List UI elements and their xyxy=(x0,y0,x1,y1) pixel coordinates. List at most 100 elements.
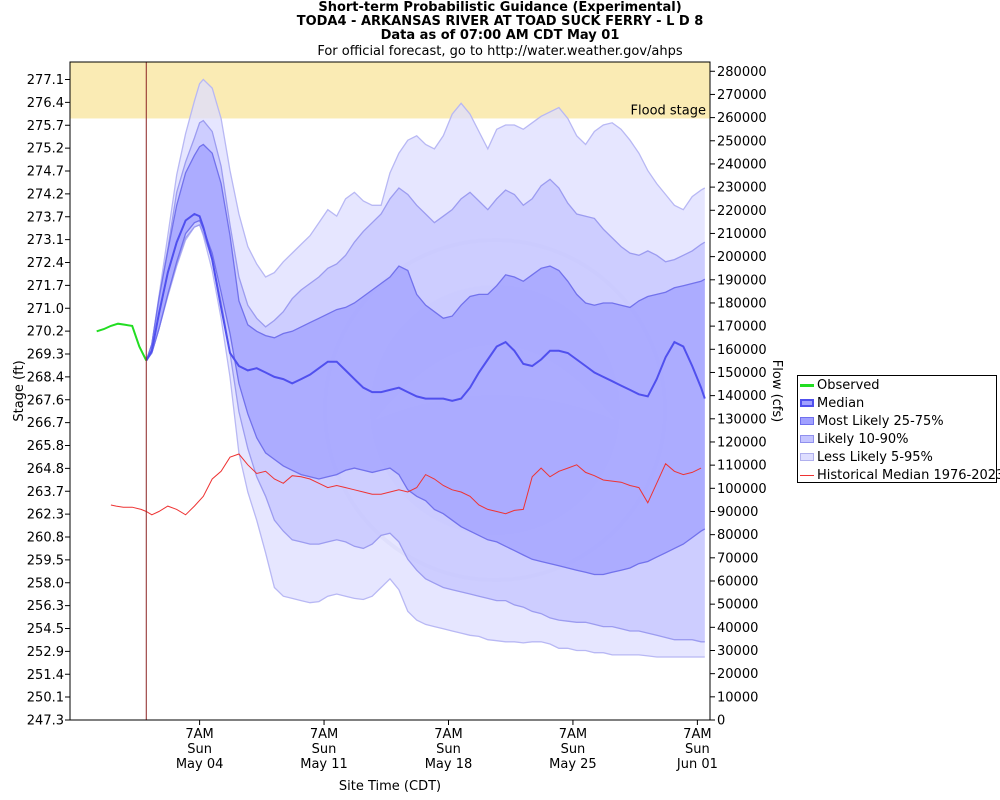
x-tick-label: Sun xyxy=(685,742,710,757)
y-axis-left-label: Stage (ft) xyxy=(12,360,27,421)
x-tick-label: 7AM xyxy=(185,727,213,742)
axes-layer: 247.3 250.1 251.4 252.9 254.5 256.3 258.0 259.5… xyxy=(27,61,767,772)
y-right-tick-label: 100000 xyxy=(717,482,767,497)
y-left-tick-label: 250.1 xyxy=(27,691,64,706)
forecast-bands-layer xyxy=(145,78,706,658)
band-most-likely-25-75--upper-edge xyxy=(145,143,706,361)
y-right-tick-label: 130000 xyxy=(717,412,767,427)
legend-item: Less Likely 5-95% xyxy=(798,449,998,467)
y-right-tick-label: 240000 xyxy=(717,157,767,172)
y-right-tick-label: 160000 xyxy=(717,343,767,358)
y-right-tick-label: 120000 xyxy=(717,435,767,450)
y-right-tick-label: 40000 xyxy=(717,621,758,636)
y-left-tick-label: 275.2 xyxy=(27,142,64,157)
data-timestamp: Data as of 07:00 AM CDT May 01 xyxy=(380,28,620,43)
y-left-tick-label: 258.0 xyxy=(27,576,64,591)
y-left-tick-label: 254.5 xyxy=(27,622,64,637)
y-right-tick-label: 190000 xyxy=(717,273,767,288)
legend-label: Historical Median 1976-2023 xyxy=(817,468,1000,483)
legend-item: Most Likely 25-75% xyxy=(798,413,998,431)
official-forecast-note: For official forecast, go to http://wate… xyxy=(317,44,683,59)
y-right-tick-label: 280000 xyxy=(717,65,767,80)
chart-legend: Observed Median Most Likely 25-75% Likely 1… xyxy=(797,375,1000,485)
y-left-tick-label: 271.7 xyxy=(27,279,64,294)
y-left-tick-label: 273.1 xyxy=(27,233,64,248)
y-right-tick-label: 50000 xyxy=(717,598,758,613)
x-tick-label: 7AM xyxy=(434,727,462,742)
legend-item: Median xyxy=(798,395,998,413)
x-tick-label: Sun xyxy=(312,742,337,757)
y-right-tick-label: 30000 xyxy=(717,644,758,659)
y-right-tick-label: 200000 xyxy=(717,250,767,265)
y-left-tick-label: 267.6 xyxy=(27,393,64,408)
legend-swatch xyxy=(800,475,814,476)
y-left-tick-label: 272.4 xyxy=(27,256,64,271)
flood-stage-zone xyxy=(70,62,710,119)
legend-swatch xyxy=(800,399,814,407)
y-right-tick-label: 210000 xyxy=(717,227,767,242)
y-right-tick-label: 0 xyxy=(717,714,725,729)
observed-line xyxy=(96,322,148,362)
band-most-likely-25-75--lower-edge xyxy=(145,219,706,576)
x-tick-label: Jun 01 xyxy=(676,757,718,772)
legend-label: Most Likely 25-75% xyxy=(817,414,944,429)
band-likely-10-90--upper-edge xyxy=(145,119,706,361)
y-left-tick-label: 269.3 xyxy=(27,348,64,363)
y-left-tick-label: 264.8 xyxy=(27,462,64,477)
y-left-tick-label: 270.2 xyxy=(27,325,64,340)
y-left-tick-label: 247.3 xyxy=(27,714,64,729)
legend-label: Median xyxy=(817,396,865,411)
y-right-tick-label: 60000 xyxy=(717,574,758,589)
y-right-tick-label: 150000 xyxy=(717,366,767,381)
median-line xyxy=(145,212,706,402)
x-tick-label: May 25 xyxy=(549,757,597,772)
y-right-tick-label: 20000 xyxy=(717,667,758,682)
y-right-tick-label: 90000 xyxy=(717,505,758,520)
legend-item: Observed xyxy=(798,377,998,395)
band-less-likely-5-95--lower-edge xyxy=(145,224,705,658)
y-left-tick-label: 274.2 xyxy=(27,187,64,202)
forecast-lines-layer xyxy=(96,62,706,720)
y-right-tick-label: 110000 xyxy=(717,459,767,474)
y-left-tick-label: 256.3 xyxy=(27,599,64,614)
legend-item: Likely 10-90% xyxy=(798,431,998,449)
legend-label: Observed xyxy=(817,378,880,393)
y-left-tick-label: 252.9 xyxy=(27,645,64,660)
historical-median-line xyxy=(110,453,702,516)
y-left-tick-label: 266.7 xyxy=(27,416,64,431)
y-right-tick-label: 10000 xyxy=(717,690,758,705)
legend-swatch xyxy=(800,417,814,425)
x-tick-label: 7AM xyxy=(683,727,711,742)
y-left-tick-label: 262.3 xyxy=(27,508,64,523)
y-right-tick-label: 170000 xyxy=(717,320,767,335)
x-tick-label: May 11 xyxy=(300,757,348,772)
y-left-tick-label: 268.4 xyxy=(27,370,64,385)
flood-zone-layer xyxy=(70,62,710,119)
y-left-tick-label: 275.7 xyxy=(27,119,64,134)
y-right-tick-label: 250000 xyxy=(717,134,767,149)
y-left-tick-label: 259.5 xyxy=(27,553,64,568)
y-left-tick-label: 274.7 xyxy=(27,165,64,180)
y-right-tick-label: 180000 xyxy=(717,296,767,311)
y-right-tick-label: 80000 xyxy=(717,528,758,543)
chart-title: Short-term Probabilistic Guidance (Exper… xyxy=(318,0,682,15)
x-tick-label: Sun xyxy=(561,742,586,757)
x-tick-label: Sun xyxy=(436,742,461,757)
band-less-likely-5-95--upper-edge xyxy=(145,78,706,361)
y-axis-right-label: Flow (cfs) xyxy=(769,360,784,422)
legend-label: Less Likely 5-95% xyxy=(817,450,933,465)
y-left-tick-label: 273.7 xyxy=(27,210,64,225)
x-tick-label: 7AM xyxy=(310,727,338,742)
legend-swatch xyxy=(800,384,814,387)
y-left-tick-label: 265.8 xyxy=(27,439,64,454)
legend-swatch xyxy=(800,435,814,443)
y-left-tick-label: 277.1 xyxy=(27,73,64,88)
legend-item: Historical Median 1976-2023 xyxy=(798,467,1000,485)
legend-swatch xyxy=(800,453,814,461)
y-right-tick-label: 260000 xyxy=(717,111,767,126)
y-right-tick-label: 140000 xyxy=(717,389,767,404)
x-tick-label: Sun xyxy=(187,742,212,757)
y-left-tick-label: 260.8 xyxy=(27,531,64,546)
legend-label: Likely 10-90% xyxy=(817,432,909,447)
